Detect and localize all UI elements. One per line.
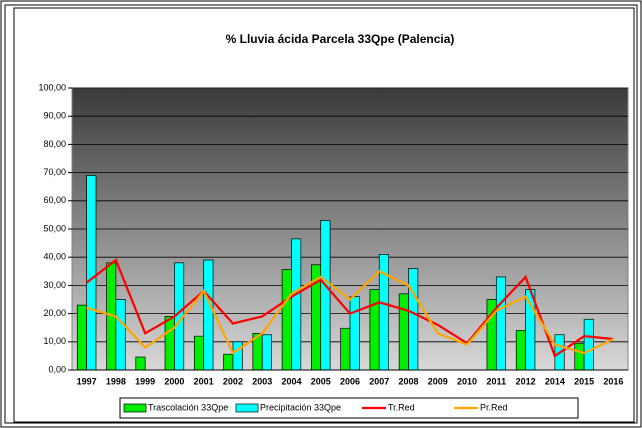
legend-label: Pr.Red <box>480 402 508 412</box>
legend-swatch <box>235 403 259 413</box>
x-tick-label: 2003 <box>252 376 272 386</box>
y-tick-label: 0,00 <box>48 364 66 374</box>
bar <box>135 356 146 371</box>
x-tick-label: 2014 <box>545 376 565 386</box>
x-tick-label: 2009 <box>428 376 448 386</box>
x-tick-label: 2015 <box>574 376 594 386</box>
bar <box>515 330 526 371</box>
bar <box>398 293 409 371</box>
x-tick-label: 2002 <box>223 376 243 386</box>
y-tick-label: 90,00 <box>43 111 66 121</box>
x-tick-label: 2004 <box>281 376 301 386</box>
bar <box>203 259 214 371</box>
bar <box>320 220 331 371</box>
bar <box>232 341 243 371</box>
bar <box>76 304 87 371</box>
y-tick-label: 60,00 <box>43 195 66 205</box>
x-tick-label: 2011 <box>487 376 507 386</box>
x-tick-label: 2016 <box>603 376 623 386</box>
x-tick-label: 2012 <box>516 376 536 386</box>
x-tick-label: 1999 <box>135 376 155 386</box>
bar <box>583 318 594 371</box>
bar <box>281 269 292 371</box>
y-tick-label: 30,00 <box>43 280 66 290</box>
y-tick-label: 70,00 <box>43 167 66 177</box>
y-tick-label: 10,00 <box>43 336 66 346</box>
bar <box>495 276 507 371</box>
bar <box>291 238 302 371</box>
line <box>86 269 614 355</box>
bar <box>574 342 585 371</box>
x-tick-label: 2000 <box>164 376 184 386</box>
x-tick-label: 2008 <box>399 376 419 386</box>
bar <box>223 353 234 371</box>
bar <box>193 335 205 371</box>
bar <box>115 299 126 371</box>
legend-label: Precipitación 33Qpe <box>260 402 341 412</box>
x-tick-label: 2007 <box>369 376 389 386</box>
x-tick-label: 1998 <box>106 376 126 386</box>
legend-label: Tr.Red <box>388 402 415 412</box>
bar <box>261 334 272 371</box>
bar <box>349 296 360 371</box>
x-tick-label: 2001 <box>194 376 214 386</box>
y-tick-label: 40,00 <box>43 252 66 262</box>
chart-title: % Lluvia ácida Parcela 33Qpe (Palencia) <box>226 32 455 46</box>
x-tick-label: 2005 <box>311 376 331 386</box>
bar <box>525 289 536 371</box>
x-tick-label: 2010 <box>457 376 477 386</box>
bar <box>408 268 419 371</box>
y-tick-label: 50,00 <box>43 223 66 233</box>
bar <box>86 175 97 371</box>
line <box>85 258 614 358</box>
legend-label: Trascolación 33Qpe <box>148 402 228 412</box>
y-tick-label: 80,00 <box>43 139 66 149</box>
y-tick-label: 100,00 <box>38 82 66 92</box>
y-tick-label: 20,00 <box>43 308 66 318</box>
inner-frame <box>4 4 638 424</box>
bar <box>340 327 351 371</box>
legend-box <box>119 397 579 419</box>
bar <box>164 316 175 371</box>
x-tick-label: 1997 <box>77 376 97 386</box>
legend-swatch <box>123 403 147 413</box>
x-tick-label: 2006 <box>340 376 360 386</box>
